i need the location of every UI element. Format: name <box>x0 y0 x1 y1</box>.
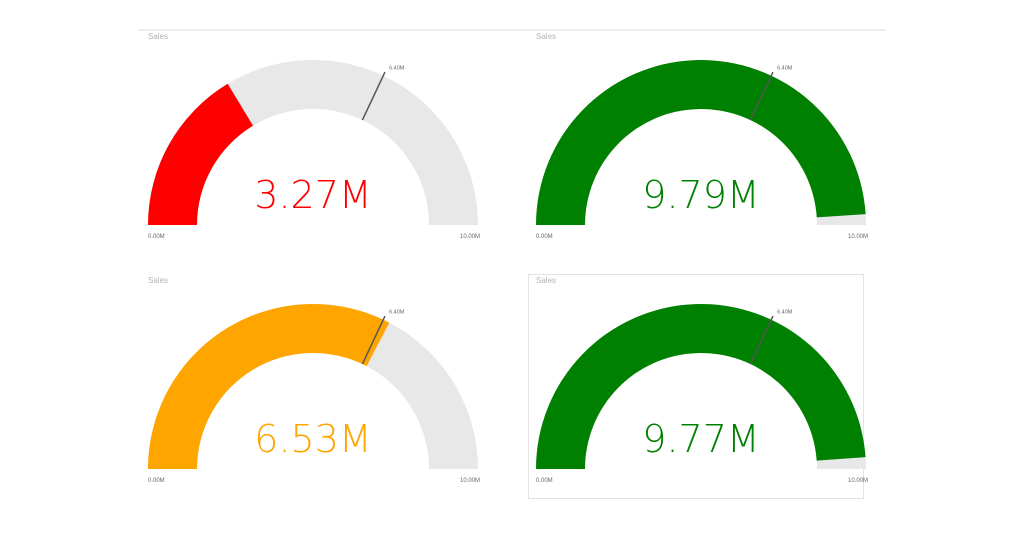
min-label: 0.00M <box>536 478 553 484</box>
top-divider <box>138 29 886 31</box>
gauge-tile-4[interactable]: Sales 6.40M 0.00M 10.00M 9.77M <box>528 274 868 499</box>
gauge-value-label: 3.27M <box>254 173 371 217</box>
gauge-tile-1[interactable]: Sales 6.40M 0.00M 10.00M 3.27M <box>140 30 480 255</box>
target-label: 6.40M <box>389 310 405 316</box>
gauge-value-arc <box>148 303 390 469</box>
gauge-title: Sales <box>536 32 557 41</box>
target-marker <box>361 315 386 365</box>
target-marker <box>749 71 774 121</box>
target-label: 6.40M <box>777 66 793 72</box>
gauge-tile-3[interactable]: Sales 6.40M 0.00M 10.00M 6.53M <box>140 274 480 499</box>
max-label: 10.00M <box>460 234 480 240</box>
min-label: 0.00M <box>148 234 165 240</box>
gauge-1-chart: 6.40M 0.00M 10.00M 3.27M <box>148 60 480 240</box>
gauge-value-label: 9.79M <box>642 173 759 217</box>
gauge-value-label: 9.77M <box>642 417 759 461</box>
max-label: 10.00M <box>848 234 868 240</box>
max-label: 10.00M <box>848 478 868 484</box>
target-marker <box>749 315 774 365</box>
gauge-title: Sales <box>148 276 169 285</box>
target-label: 6.40M <box>777 310 793 316</box>
gauge-title: Sales <box>536 276 557 285</box>
gauge-value-arc <box>148 83 254 225</box>
gauge-value-arc <box>536 60 866 225</box>
gauge-value-label: 6.53M <box>254 417 371 461</box>
gauge-4-chart: 6.40M 0.00M 10.00M 9.77M <box>536 303 868 484</box>
target-label: 6.40M <box>389 66 405 72</box>
gauge-value-arc <box>536 303 866 469</box>
gauge-tile-2[interactable]: Sales 6.40M 0.00M 10.00M 9.79M <box>528 30 868 255</box>
min-label: 0.00M <box>148 478 165 484</box>
gauge-2-chart: 6.40M 0.00M 10.00M 9.79M <box>536 60 868 240</box>
gauge-title: Sales <box>148 32 169 41</box>
target-marker <box>361 71 386 121</box>
max-label: 10.00M <box>460 478 480 484</box>
min-label: 0.00M <box>536 234 553 240</box>
gauge-3-chart: 6.40M 0.00M 10.00M 6.53M <box>148 303 480 484</box>
